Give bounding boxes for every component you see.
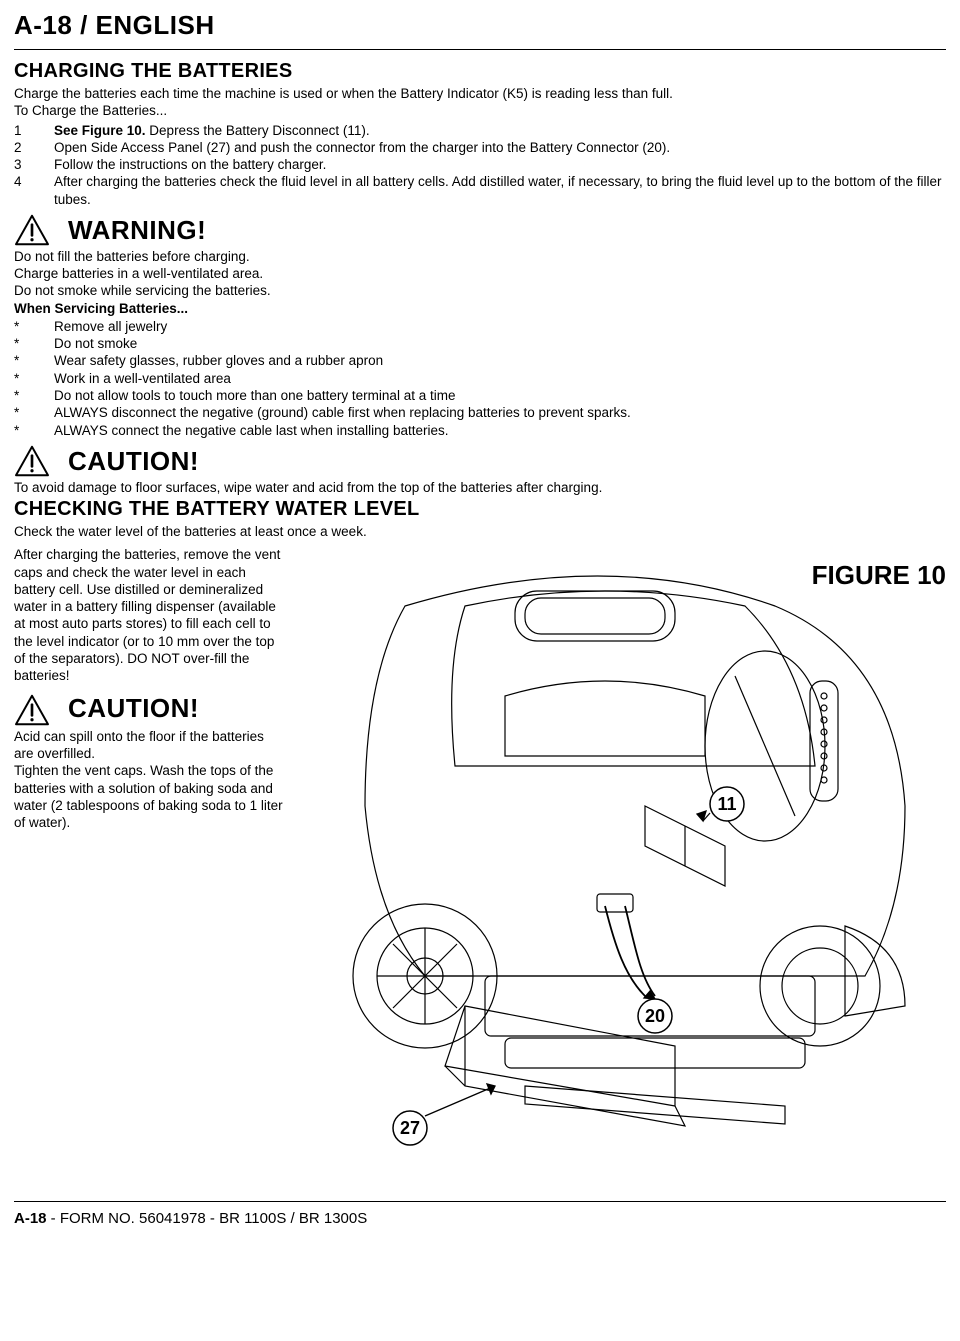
bullet-row: * Do not allow tools to touch more than o… (14, 387, 946, 404)
bullet-row: * Wear safety glasses, rubber gloves and … (14, 352, 946, 369)
figure-label: FIGURE 10 (812, 560, 946, 591)
footer-page: A-18 (14, 1210, 47, 1227)
step-text: Open Side Access Panel (27) and push the… (54, 139, 946, 156)
warning-line: Do not fill the batteries before chargin… (14, 248, 946, 265)
step-text: See Figure 10. Depress the Battery Disco… (54, 122, 946, 139)
bullet-star: * (14, 404, 26, 421)
step-num: 1 (14, 122, 26, 139)
step-row: 3 Follow the instructions on the battery… (14, 156, 946, 173)
bullet-text: Remove all jewelry (54, 318, 167, 335)
hr-top (14, 49, 946, 50)
warning-line: Do not smoke while servicing the batteri… (14, 282, 946, 299)
step-text: After charging the batteries check the f… (54, 173, 946, 208)
figure-two-col: After charging the batteries, remove the… (14, 546, 946, 1191)
bullet-star: * (14, 318, 26, 335)
bullet-text: Work in a well-ventilated area (54, 370, 231, 387)
bullet-row: * ALWAYS connect the negative cable last … (14, 422, 946, 439)
right-column: FIGURE 10 (304, 546, 946, 1191)
step-num: 2 (14, 139, 26, 156)
bullet-star: * (14, 422, 26, 439)
step-suffix: Depress the Battery Disconnect (11). (146, 123, 370, 138)
caution2-header: CAUTION! (14, 692, 284, 725)
warning-lines: Do not fill the batteries before chargin… (14, 248, 946, 300)
section-charging-title: CHARGING THE BATTERIES (14, 60, 946, 83)
bullet-star: * (14, 352, 26, 369)
servicing-subhead: When Servicing Batteries... (14, 300, 946, 317)
callout-27: 27 (400, 1118, 420, 1138)
step-row: 4 After charging the batteries check the… (14, 173, 946, 208)
step-num: 3 (14, 156, 26, 173)
machine-diagram: 11 20 27 (304, 546, 946, 1186)
bullet-row: * Remove all jewelry (14, 318, 946, 335)
bullet-row: * ALWAYS disconnect the negative (ground)… (14, 404, 946, 421)
step-num: 4 (14, 173, 26, 208)
left-column: After charging the batteries, remove the… (14, 546, 284, 831)
charging-intro: Charge the batteries each time the machi… (14, 85, 946, 102)
footer-rest: - FORM NO. 56041978 - BR 1100S / BR 1300… (47, 1210, 368, 1227)
caution1-text: To avoid damage to floor surfaces, wipe … (14, 479, 946, 496)
check-line: Check the water level of the batteries a… (14, 523, 946, 540)
servicing-bullets: * Remove all jewelry * Do not smoke * Wear … (14, 318, 946, 439)
bullet-text: Do not smoke (54, 335, 137, 352)
bullet-star: * (14, 335, 26, 352)
bullet-text: ALWAYS connect the negative cable last w… (54, 422, 448, 439)
callout-20: 20 (645, 1006, 665, 1026)
bullet-text: ALWAYS disconnect the negative (ground) … (54, 404, 631, 421)
step-bold: See Figure 10. (54, 123, 146, 138)
left-para: After charging the batteries, remove the… (14, 546, 284, 684)
step-row: 2 Open Side Access Panel (27) and push t… (14, 139, 946, 156)
caution1-header: CAUTION! (14, 445, 946, 477)
bullet-text: Do not allow tools to touch more than on… (54, 387, 455, 404)
caution2-line: Acid can spill onto the floor if the bat… (14, 728, 284, 763)
caution1-word: CAUTION! (68, 446, 199, 477)
bullet-text: Wear safety glasses, rubber gloves and a… (54, 352, 383, 369)
caution2-word: CAUTION! (68, 692, 199, 725)
charging-lead: To Charge the Batteries... (14, 102, 946, 119)
charging-steps: 1 See Figure 10. Depress the Battery Dis… (14, 122, 946, 208)
bullet-star: * (14, 370, 26, 387)
warning-triangle-icon (14, 214, 50, 246)
step-row: 1 See Figure 10. Depress the Battery Dis… (14, 122, 946, 139)
page-footer: A-18 - FORM NO. 56041978 - BR 1100S / BR… (14, 1210, 946, 1227)
caution2-line: Tighten the vent caps. Wash the tops of … (14, 762, 284, 831)
page-header: A-18 / ENGLISH (14, 10, 946, 41)
bullet-row: * Work in a well-ventilated area (14, 370, 946, 387)
bullet-row: * Do not smoke (14, 335, 946, 352)
caution-triangle-icon (14, 694, 50, 726)
step-text: Follow the instructions on the battery c… (54, 156, 946, 173)
warning-header: WARNING! (14, 214, 946, 246)
page: A-18 / ENGLISH CHARGING THE BATTERIES Ch… (0, 0, 960, 1235)
caution-triangle-icon (14, 445, 50, 477)
section-check-title: CHECKING THE BATTERY WATER LEVEL (14, 498, 946, 521)
warning-line: Charge batteries in a well-ventilated ar… (14, 265, 946, 282)
warning-word: WARNING! (68, 215, 206, 246)
hr-bottom (14, 1201, 946, 1202)
bullet-star: * (14, 387, 26, 404)
callout-11: 11 (717, 794, 736, 814)
